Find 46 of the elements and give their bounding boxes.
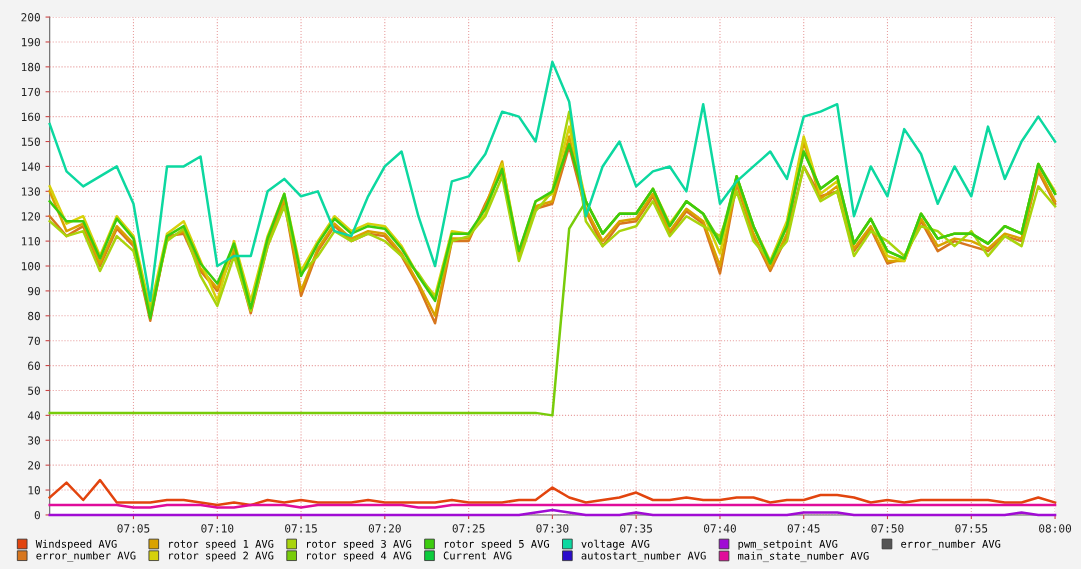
x-tick-label: 08:00 xyxy=(1039,524,1072,533)
x-tick-label: 07:45 xyxy=(787,524,820,533)
y-tick-label: 30 xyxy=(28,436,40,445)
legend-label: rotor speed 5 AVG xyxy=(444,539,549,550)
y-tick-label: 170 xyxy=(21,87,40,97)
x-tick-label: 07:35 xyxy=(620,524,652,533)
legend-label: rotor speed 4 AVG xyxy=(307,551,412,562)
y-tick-label: 0 xyxy=(34,510,40,520)
y-tick-label: 20 xyxy=(28,461,40,470)
y-tick-label: 70 xyxy=(28,336,40,346)
x-tick-label: 07:50 xyxy=(871,524,904,533)
legend-label: autostart_number AVG xyxy=(581,551,706,562)
legend-label: main_state_number AVG xyxy=(738,551,869,563)
x-tick-label: 07:55 xyxy=(955,524,988,533)
legend-label: Windspeed AVG xyxy=(35,539,117,550)
y-tick-label: 140 xyxy=(21,162,40,171)
legend-label: error_number AVG xyxy=(901,539,1001,551)
y-tick-label: 40 xyxy=(27,411,40,420)
legend-label: pwm_setpoint AVG xyxy=(738,539,838,551)
legend-label: voltage AVG xyxy=(581,539,650,550)
x-tick-label: 07:20 xyxy=(368,524,401,533)
y-tick-label: 100 xyxy=(21,262,40,271)
y-tick-label: 120 xyxy=(21,212,40,221)
x-tick-label: 07:10 xyxy=(201,524,234,533)
y-tick-label: 130 xyxy=(21,187,40,196)
legend-label: rotor speed 1 AVG xyxy=(169,539,274,550)
y-tick-label: 180 xyxy=(21,62,40,72)
y-tick-label: 80 xyxy=(28,311,40,321)
y-tick-label: 90 xyxy=(28,286,40,296)
y-tick-label: 200 xyxy=(21,13,40,22)
y-tick-label: 190 xyxy=(21,37,40,47)
x-tick-label: 07:05 xyxy=(117,524,150,533)
y-tick-label: 10 xyxy=(28,486,40,495)
y-tick-label: 110 xyxy=(21,237,40,246)
legend-label: rotor speed 2 AVG xyxy=(169,551,274,562)
y-tick-label: 60 xyxy=(28,361,40,370)
legend-label: Current AVG xyxy=(443,551,512,560)
legend-label: error_number AVG xyxy=(36,551,136,562)
legend-label: rotor speed 3 AVG xyxy=(307,539,412,550)
x-tick-label: 07:40 xyxy=(703,524,736,533)
y-tick-label: 50 xyxy=(28,386,40,395)
y-tick-label: 150 xyxy=(21,137,40,146)
x-tick-label: 07:15 xyxy=(285,524,317,533)
x-tick-label: 07:30 xyxy=(536,524,569,533)
x-tick-label: 07:25 xyxy=(452,524,485,533)
y-tick-label: 160 xyxy=(21,112,40,122)
